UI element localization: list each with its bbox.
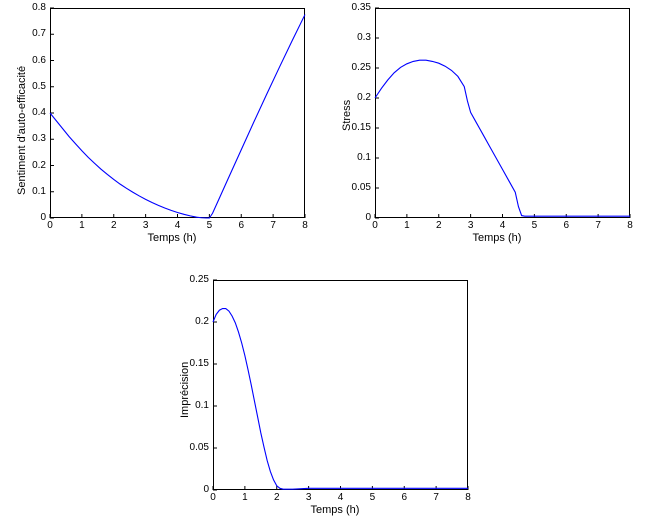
ytick-label: 0.6 <box>10 55 46 66</box>
ytick-label: 0 <box>335 212 371 223</box>
xtick-label: 7 <box>588 220 608 231</box>
xtick-label: 6 <box>394 492 414 503</box>
data-line <box>375 60 630 216</box>
ytick-label: 0.25 <box>335 62 371 73</box>
xtick-label: 8 <box>458 492 478 503</box>
xtick-label: 1 <box>72 220 92 231</box>
plot-area <box>213 280 468 490</box>
ytick-label: 0.1 <box>335 152 371 163</box>
xtick-label: 1 <box>397 220 417 231</box>
xtick-label: 5 <box>362 492 382 503</box>
xtick-label: 7 <box>426 492 446 503</box>
xtick-label: 4 <box>168 220 188 231</box>
ytick-label: 0.05 <box>335 182 371 193</box>
xtick-label: 3 <box>461 220 481 231</box>
ytick-label: 0.35 <box>335 2 371 13</box>
xtick-label: 7 <box>263 220 283 231</box>
ytick-label: 0.05 <box>173 442 209 453</box>
xtick-label: 2 <box>267 492 287 503</box>
xtick-label: 6 <box>556 220 576 231</box>
y-axis-label: Stress <box>341 100 353 131</box>
x-axis-label: Temps (h) <box>148 232 197 244</box>
xtick-label: 3 <box>299 492 319 503</box>
panel-imprecision: 012345678 00.050.10.150.20.25 Temps (h) … <box>213 280 468 490</box>
x-axis-label: Temps (h) <box>473 232 522 244</box>
ytick-label: 0.25 <box>173 274 209 285</box>
xtick-label: 8 <box>295 220 315 231</box>
x-axis-label: Temps (h) <box>311 504 360 516</box>
xtick-label: 8 <box>620 220 640 231</box>
ytick-label: 0 <box>10 212 46 223</box>
ytick-label: 0.3 <box>335 32 371 43</box>
plot-area <box>375 8 630 218</box>
figure: 012345678 00.10.20.30.40.50.60.70.8 Temp… <box>0 0 647 530</box>
ytick-label: 0 <box>173 484 209 495</box>
panel-sentiment: 012345678 00.10.20.30.40.50.60.70.8 Temp… <box>50 8 305 218</box>
xtick-label: 4 <box>331 492 351 503</box>
panel-stress: 012345678 00.050.10.150.20.250.30.35 Tem… <box>375 8 630 218</box>
plot-area <box>50 8 305 218</box>
data-line <box>50 15 305 218</box>
xtick-label: 2 <box>104 220 124 231</box>
xtick-label: 1 <box>235 492 255 503</box>
ytick-label: 0.7 <box>10 28 46 39</box>
ytick-label: 0.8 <box>10 2 46 13</box>
y-axis-label: Imprécision <box>179 362 191 418</box>
xtick-label: 5 <box>199 220 219 231</box>
ytick-label: 0.2 <box>173 316 209 327</box>
xtick-label: 2 <box>429 220 449 231</box>
xtick-label: 4 <box>493 220 513 231</box>
xtick-label: 6 <box>231 220 251 231</box>
xtick-label: 5 <box>524 220 544 231</box>
y-axis-label: Sentiment d'auto-efficacité <box>16 66 28 195</box>
xtick-label: 3 <box>136 220 156 231</box>
data-line <box>213 309 468 490</box>
